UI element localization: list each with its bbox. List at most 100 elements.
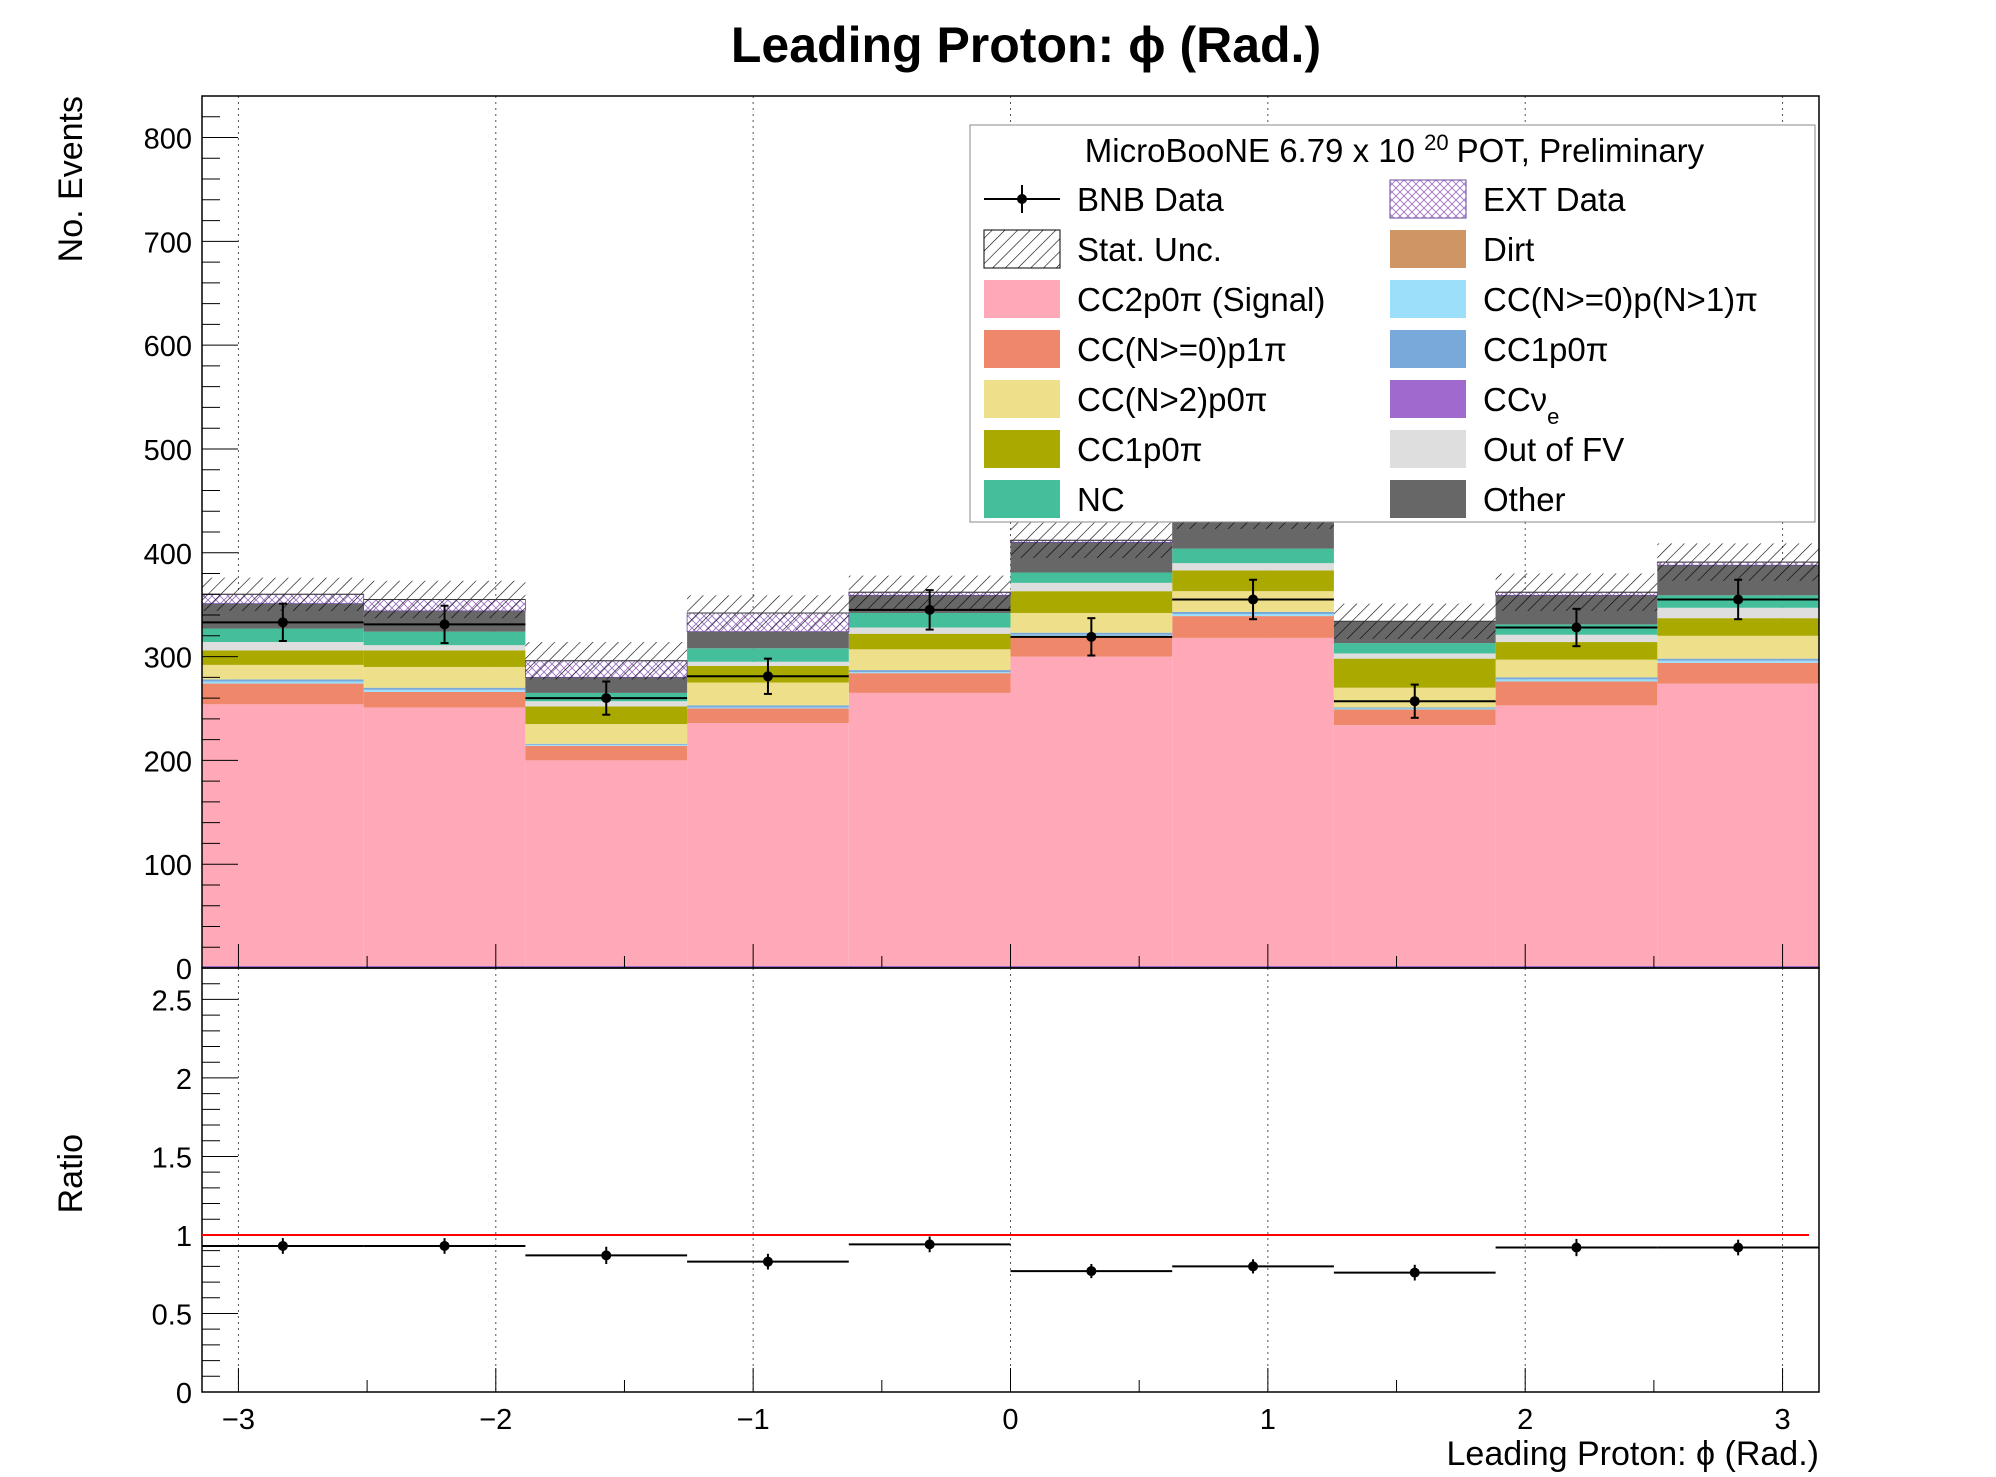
stack-bar-7 <box>1333 658 1496 688</box>
legend-label: Out of FV <box>1483 431 1624 468</box>
bottom-y-tick-label: 2 <box>176 1064 192 1096</box>
stack-bar-5 <box>363 666 526 688</box>
stack-bar-0 <box>1010 656 1173 968</box>
x-tick-label: 0 <box>1002 1404 1018 1436</box>
stack-bar-4 <box>848 670 1011 673</box>
legend-swatch <box>1390 380 1466 418</box>
stack-bar-2 <box>848 673 1011 693</box>
stack-bar-3 <box>1495 679 1658 682</box>
x-tick-label: −2 <box>479 1404 512 1436</box>
legend-label: CC(N>=0)p1π <box>1077 331 1287 368</box>
data-point <box>1248 594 1259 605</box>
legend-label: CC(N>=0)p(N>1)π <box>1483 281 1758 318</box>
top-y-axis-label: No. Events <box>52 96 90 262</box>
legend-crosshatch-swatch <box>1389 179 1467 219</box>
stack-bar-0 <box>848 692 1011 968</box>
ratio-point <box>924 1239 935 1250</box>
stack-bar-3 <box>202 681 364 684</box>
legend-hatch-swatch <box>983 229 1061 269</box>
stack-bar-4 <box>363 687 526 690</box>
x-axis-label: Leading Proton: ϕ (Rad.) <box>1447 1435 1819 1472</box>
bottom-y-tick-label: 0.5 <box>152 1299 192 1331</box>
stack-bar-2 <box>1657 662 1819 684</box>
data-point <box>924 604 935 615</box>
stack-bar-7 <box>202 650 364 665</box>
stack-bar-2 <box>202 683 364 705</box>
x-tick-label: 2 <box>1517 1404 1533 1436</box>
stack-bar-10 <box>687 631 849 649</box>
legend-label: CC2p0π (Signal) <box>1077 281 1325 318</box>
stack-bar-3 <box>1657 660 1819 663</box>
stack-bar-2 <box>525 745 688 761</box>
top-y-tick-label: 100 <box>144 850 192 882</box>
ratio-point <box>439 1240 450 1251</box>
legend: MicroBooNE 6.79 x 10 20 POT, Preliminary B… <box>969 124 1816 523</box>
data-point <box>1571 622 1582 633</box>
legend-label: CCνe <box>1483 381 1559 429</box>
data-point <box>601 693 612 704</box>
top-y-tick-label: 700 <box>144 227 192 259</box>
bottom-y-tick-label: 1 <box>176 1221 192 1253</box>
stack-bar-2 <box>363 691 526 708</box>
ratio-point <box>601 1250 612 1261</box>
x-tick-label: 1 <box>1260 1404 1276 1436</box>
legend-swatch <box>984 430 1060 468</box>
data-point <box>439 619 450 630</box>
top-y-tick-label: 500 <box>144 435 192 467</box>
stack-bar-7 <box>1010 591 1173 613</box>
legend-label: NC <box>1077 481 1125 518</box>
stack-bar-0 <box>1172 637 1334 968</box>
stack-bar-9 <box>1333 643 1496 654</box>
legend-label: BNB Data <box>1077 181 1224 218</box>
legend-swatch <box>984 380 1060 418</box>
stack-bar-9 <box>687 648 849 662</box>
stack-bar-2 <box>1172 616 1334 638</box>
legend-header: MicroBooNE 6.79 x 10 20 POT, Preliminary <box>1085 130 1705 170</box>
top-y-tick-label: 0 <box>176 954 192 986</box>
stack-bar-4 <box>1657 658 1819 661</box>
legend-swatch <box>984 330 1060 368</box>
stack-bar-7 <box>848 633 1011 650</box>
stack-bar-9 <box>1172 548 1334 564</box>
stack-bar-8 <box>363 645 526 651</box>
stack-bar-0 <box>1333 725 1496 968</box>
bottom-ratio-panel: 0 0.5 1 1.5 2 2.5 −3 −2 −1 0 1 2 3 <box>152 967 1820 1436</box>
stack-bar-5 <box>525 724 688 744</box>
data-point <box>1086 631 1097 642</box>
legend-swatch <box>1390 480 1466 518</box>
stack-bar-0 <box>1495 705 1658 968</box>
legend-label: CC1p0π <box>1483 331 1609 368</box>
data-point <box>277 617 288 628</box>
legend-label: Stat. Unc. <box>1077 231 1222 268</box>
stack-bar-7 <box>363 650 526 667</box>
top-y-tick-label: 800 <box>144 124 192 156</box>
stack-bar-5 <box>202 664 364 680</box>
stack-bar-0 <box>1657 683 1819 968</box>
legend-label: CC1p0π <box>1077 431 1203 468</box>
stack-bar-5 <box>848 649 1011 671</box>
bottom-y-tick-label: 0 <box>176 1378 192 1410</box>
stack-bar-0 <box>363 707 526 968</box>
chart-title: Leading Proton: ϕ (Rad.) <box>731 17 1321 73</box>
x-tick-label: 3 <box>1774 1404 1790 1436</box>
legend-swatch <box>1390 230 1466 268</box>
stack-bar-4 <box>202 679 364 682</box>
legend-swatch <box>984 280 1060 318</box>
top-panel-frame: 0 100 200 300 400 500 600 700 800 <box>144 95 1820 986</box>
legend-label: Dirt <box>1483 231 1534 268</box>
stack-bar-8 <box>1172 563 1334 571</box>
bottom-y-axis-label: Ratio <box>52 1134 90 1213</box>
top-y-tick-label: 600 <box>144 331 192 363</box>
stack-bar-2 <box>1495 681 1658 706</box>
legend-swatch <box>1390 280 1466 318</box>
stack-bar-5 <box>1657 635 1819 659</box>
legend-swatch <box>1390 430 1466 468</box>
top-y-tick-label: 200 <box>144 746 192 778</box>
bottom-y-tick-label: 1.5 <box>152 1142 192 1174</box>
legend-label: Other <box>1483 481 1566 518</box>
legend-swatch <box>984 480 1060 518</box>
stack-bar-4 <box>525 743 688 745</box>
stack-bar-8 <box>1010 582 1173 592</box>
stack-bar-3 <box>363 689 526 692</box>
